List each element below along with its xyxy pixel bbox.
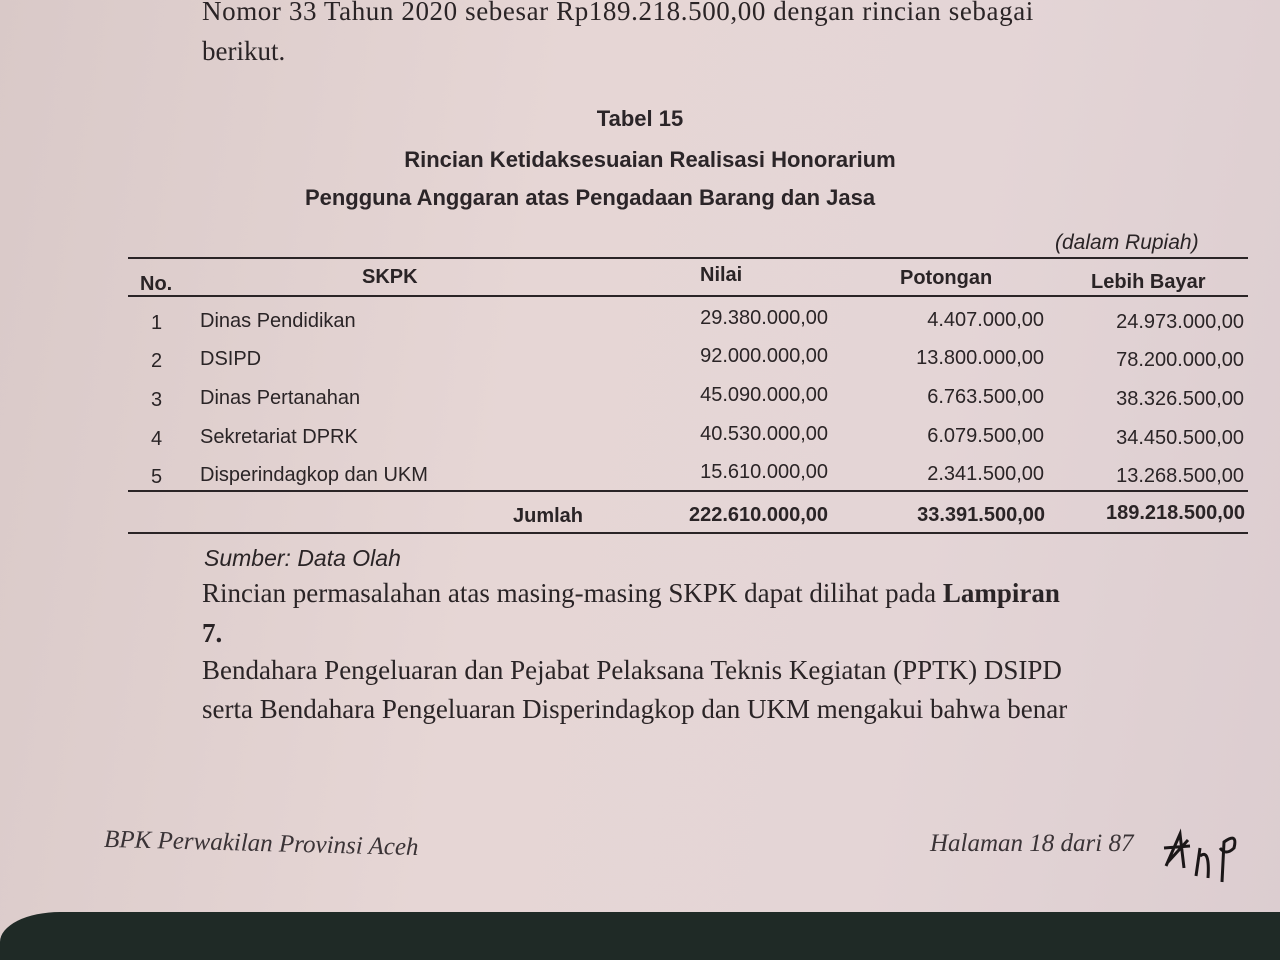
footer-page-number: Halaman 18 dari 87 (930, 830, 1134, 857)
cell-no: 5 (151, 466, 163, 488)
initials-signature (1163, 828, 1237, 883)
cell-nilai: 40.530.000,00 (700, 423, 828, 445)
cell-nilai: 15.610.000,00 (700, 461, 828, 483)
cell-lebih-bayar: 24.973.000,00 (1116, 311, 1244, 333)
paragraph-1: Rincian permasalahan atas masing-masing … (202, 578, 1060, 609)
table-bottom-rule (128, 532, 1248, 534)
table-number: Tabel 15 (596, 106, 684, 131)
footer-left: BPK Perwakilan Provinsi Aceh (103, 825, 419, 862)
cell-lebih-bayar: 78.200.000,00 (1116, 349, 1244, 371)
cell-skpk: Disperindagkop dan UKM (200, 464, 428, 486)
header-no: No. (140, 273, 173, 295)
cell-nilai: 45.090.000,00 (700, 384, 828, 406)
paragraph-1-bold: Lampiran (942, 578, 1060, 608)
table-title-2: Pengguna Anggaran atas Pengadaan Barang … (304, 185, 876, 210)
cell-skpk: DSIPD (200, 348, 262, 370)
paragraph-1-text: Rincian permasalahan atas masing-masing … (202, 578, 943, 608)
header-skpk: SKPK (362, 266, 418, 288)
cell-skpk: Dinas Pertanahan (200, 387, 361, 409)
cell-lebih-bayar: 13.268.500,00 (1116, 465, 1244, 487)
cell-lebih-bayar: 38.326.500,00 (1116, 388, 1244, 410)
intro-line-2: berikut. (202, 36, 286, 66)
cell-nilai: 29.380.000,00 (700, 307, 828, 329)
table-total-rule (128, 490, 1248, 492)
paragraph-2-line-2: serta Bendahara Pengeluaran Disperindagk… (202, 694, 1068, 724)
cell-lebih-bayar: 34.450.500,00 (1116, 427, 1244, 449)
table-source: Sumber: Data Olah (204, 545, 401, 571)
cell-potongan: 13.800.000,00 (916, 347, 1044, 369)
cell-no: 4 (151, 428, 163, 450)
cell-potongan: 6.079.500,00 (927, 425, 1044, 447)
paragraph-1-line-2: 7. (202, 618, 223, 648)
table-top-rule (128, 257, 1248, 259)
table-title-1: Rincian Ketidaksesuaian Realisasi Honora… (404, 147, 896, 172)
desk-edge (0, 912, 1280, 960)
total-potongan: 33.391.500,00 (917, 504, 1045, 526)
intro-line-1: Nomor 33 Tahun 2020 sebesar Rp189.218.50… (202, 0, 1034, 26)
cell-potongan: 6.763.500,00 (927, 386, 1044, 408)
header-lebih-bayar: Lebih Bayar (1091, 271, 1206, 293)
table-unit: (dalam Rupiah) (1055, 231, 1199, 254)
header-nilai: Nilai (700, 264, 743, 286)
total-nilai: 222.610.000,00 (688, 504, 828, 526)
total-lebih-bayar: 189.218.500,00 (1105, 502, 1245, 524)
table-header-rule (128, 295, 1248, 297)
cell-potongan: 2.341.500,00 (927, 463, 1044, 485)
cell-skpk: Sekretariat DPRK (200, 426, 358, 448)
cell-no: 1 (151, 312, 163, 334)
cell-skpk: Dinas Pendidikan (200, 310, 356, 332)
paragraph-2-line-1: Bendahara Pengeluaran dan Pejabat Pelaks… (202, 655, 1062, 685)
cell-no: 3 (151, 389, 163, 411)
header-potongan: Potongan (900, 267, 993, 289)
cell-potongan: 4.407.000,00 (927, 309, 1044, 331)
total-label: Jumlah (513, 505, 584, 527)
cell-no: 2 (151, 350, 163, 372)
cell-nilai: 92.000.000,00 (700, 345, 828, 367)
